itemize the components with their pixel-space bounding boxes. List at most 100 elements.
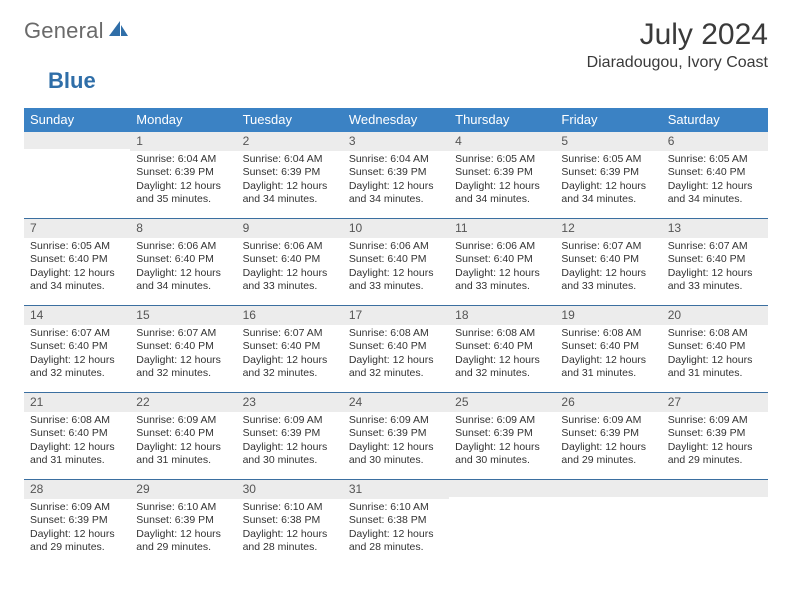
sunset-text: Sunset: 6:39 PM [349, 427, 443, 440]
day-info: Sunrise: 6:08 AMSunset: 6:40 PMDaylight:… [24, 412, 130, 468]
calendar-cell: 7Sunrise: 6:05 AMSunset: 6:40 PMDaylight… [24, 219, 130, 305]
weekday-label: Sunday [24, 108, 130, 132]
calendar-cell: 28Sunrise: 6:09 AMSunset: 6:39 PMDayligh… [24, 480, 130, 566]
sunset-text: Sunset: 6:39 PM [561, 427, 655, 440]
daylight-text: Daylight: 12 hours and 34 minutes. [136, 267, 230, 294]
sunset-text: Sunset: 6:40 PM [455, 340, 549, 353]
day-info: Sunrise: 6:04 AMSunset: 6:39 PMDaylight:… [343, 151, 449, 207]
calendar-cell: 4Sunrise: 6:05 AMSunset: 6:39 PMDaylight… [449, 132, 555, 218]
day-number: 29 [130, 480, 236, 499]
daylight-text: Daylight: 12 hours and 28 minutes. [243, 528, 337, 555]
calendar-week: 14Sunrise: 6:07 AMSunset: 6:40 PMDayligh… [24, 306, 768, 393]
day-number: 14 [24, 306, 130, 325]
sunrise-text: Sunrise: 6:10 AM [349, 501, 443, 514]
sunrise-text: Sunrise: 6:07 AM [30, 327, 124, 340]
calendar-cell: 11Sunrise: 6:06 AMSunset: 6:40 PMDayligh… [449, 219, 555, 305]
location-label: Diaradougou, Ivory Coast [587, 54, 768, 72]
calendar-cell: 9Sunrise: 6:06 AMSunset: 6:40 PMDaylight… [237, 219, 343, 305]
weekday-label: Wednesday [343, 108, 449, 132]
sunrise-text: Sunrise: 6:07 AM [668, 240, 762, 253]
calendar-cell: 22Sunrise: 6:09 AMSunset: 6:40 PMDayligh… [130, 393, 236, 479]
daylight-text: Daylight: 12 hours and 29 minutes. [136, 528, 230, 555]
sunset-text: Sunset: 6:39 PM [455, 427, 549, 440]
day-info: Sunrise: 6:09 AMSunset: 6:39 PMDaylight:… [343, 412, 449, 468]
day-number: 24 [343, 393, 449, 412]
sunset-text: Sunset: 6:40 PM [30, 427, 124, 440]
calendar-cell: 8Sunrise: 6:06 AMSunset: 6:40 PMDaylight… [130, 219, 236, 305]
day-number: 11 [449, 219, 555, 238]
sunrise-text: Sunrise: 6:09 AM [349, 414, 443, 427]
daylight-text: Daylight: 12 hours and 35 minutes. [136, 180, 230, 207]
logo-sail-icon [106, 18, 130, 44]
day-number: 6 [662, 132, 768, 151]
day-number: 22 [130, 393, 236, 412]
day-info: Sunrise: 6:10 AMSunset: 6:38 PMDaylight:… [237, 499, 343, 555]
sunrise-text: Sunrise: 6:09 AM [30, 501, 124, 514]
daylight-text: Daylight: 12 hours and 34 minutes. [349, 180, 443, 207]
sunrise-text: Sunrise: 6:10 AM [136, 501, 230, 514]
daylight-text: Daylight: 12 hours and 33 minutes. [243, 267, 337, 294]
daylight-text: Daylight: 12 hours and 34 minutes. [30, 267, 124, 294]
daylight-text: Daylight: 12 hours and 34 minutes. [243, 180, 337, 207]
sunrise-text: Sunrise: 6:05 AM [455, 153, 549, 166]
calendar-week: 7Sunrise: 6:05 AMSunset: 6:40 PMDaylight… [24, 219, 768, 306]
calendar-cell: 29Sunrise: 6:10 AMSunset: 6:39 PMDayligh… [130, 480, 236, 566]
sunset-text: Sunset: 6:38 PM [349, 514, 443, 527]
day-info: Sunrise: 6:07 AMSunset: 6:40 PMDaylight:… [662, 238, 768, 294]
calendar-cell: 14Sunrise: 6:07 AMSunset: 6:40 PMDayligh… [24, 306, 130, 392]
sunrise-text: Sunrise: 6:05 AM [668, 153, 762, 166]
calendar-week: 1Sunrise: 6:04 AMSunset: 6:39 PMDaylight… [24, 132, 768, 219]
calendar-cell: 17Sunrise: 6:08 AMSunset: 6:40 PMDayligh… [343, 306, 449, 392]
sunrise-text: Sunrise: 6:10 AM [243, 501, 337, 514]
calendar-cell: 19Sunrise: 6:08 AMSunset: 6:40 PMDayligh… [555, 306, 661, 392]
day-number: 5 [555, 132, 661, 151]
daylight-text: Daylight: 12 hours and 33 minutes. [455, 267, 549, 294]
calendar-cell: 5Sunrise: 6:05 AMSunset: 6:39 PMDaylight… [555, 132, 661, 218]
day-number: 4 [449, 132, 555, 151]
sunset-text: Sunset: 6:39 PM [668, 427, 762, 440]
weeks-container: 1Sunrise: 6:04 AMSunset: 6:39 PMDaylight… [24, 132, 768, 566]
sunset-text: Sunset: 6:39 PM [136, 166, 230, 179]
calendar-cell: 30Sunrise: 6:10 AMSunset: 6:38 PMDayligh… [237, 480, 343, 566]
calendar-cell: 27Sunrise: 6:09 AMSunset: 6:39 PMDayligh… [662, 393, 768, 479]
weekday-label: Thursday [449, 108, 555, 132]
sunrise-text: Sunrise: 6:07 AM [136, 327, 230, 340]
day-number: 8 [130, 219, 236, 238]
sunrise-text: Sunrise: 6:08 AM [561, 327, 655, 340]
day-number: 1 [130, 132, 236, 151]
day-number: 27 [662, 393, 768, 412]
day-info: Sunrise: 6:09 AMSunset: 6:39 PMDaylight:… [24, 499, 130, 555]
calendar-week: 28Sunrise: 6:09 AMSunset: 6:39 PMDayligh… [24, 480, 768, 566]
day-number: 18 [449, 306, 555, 325]
calendar-cell [24, 132, 130, 218]
day-number: 13 [662, 219, 768, 238]
sunrise-text: Sunrise: 6:08 AM [349, 327, 443, 340]
sunrise-text: Sunrise: 6:09 AM [668, 414, 762, 427]
day-info: Sunrise: 6:09 AMSunset: 6:40 PMDaylight:… [130, 412, 236, 468]
sunrise-text: Sunrise: 6:06 AM [349, 240, 443, 253]
day-info: Sunrise: 6:09 AMSunset: 6:39 PMDaylight:… [555, 412, 661, 468]
daylight-text: Daylight: 12 hours and 30 minutes. [243, 441, 337, 468]
day-number: 23 [237, 393, 343, 412]
sunset-text: Sunset: 6:40 PM [668, 340, 762, 353]
day-number: 21 [24, 393, 130, 412]
daylight-text: Daylight: 12 hours and 34 minutes. [668, 180, 762, 207]
day-info: Sunrise: 6:07 AMSunset: 6:40 PMDaylight:… [237, 325, 343, 381]
day-info: Sunrise: 6:06 AMSunset: 6:40 PMDaylight:… [449, 238, 555, 294]
day-info: Sunrise: 6:08 AMSunset: 6:40 PMDaylight:… [662, 325, 768, 381]
sunrise-text: Sunrise: 6:08 AM [30, 414, 124, 427]
sunset-text: Sunset: 6:40 PM [30, 253, 124, 266]
day-info: Sunrise: 6:06 AMSunset: 6:40 PMDaylight:… [130, 238, 236, 294]
day-number: 7 [24, 219, 130, 238]
sunset-text: Sunset: 6:39 PM [349, 166, 443, 179]
calendar-cell: 18Sunrise: 6:08 AMSunset: 6:40 PMDayligh… [449, 306, 555, 392]
weekday-label: Saturday [662, 108, 768, 132]
day-info: Sunrise: 6:04 AMSunset: 6:39 PMDaylight:… [237, 151, 343, 207]
sunrise-text: Sunrise: 6:08 AM [455, 327, 549, 340]
sunrise-text: Sunrise: 6:06 AM [455, 240, 549, 253]
sunrise-text: Sunrise: 6:06 AM [136, 240, 230, 253]
calendar-cell: 2Sunrise: 6:04 AMSunset: 6:39 PMDaylight… [237, 132, 343, 218]
day-number [449, 480, 555, 497]
daylight-text: Daylight: 12 hours and 32 minutes. [30, 354, 124, 381]
daylight-text: Daylight: 12 hours and 31 minutes. [561, 354, 655, 381]
